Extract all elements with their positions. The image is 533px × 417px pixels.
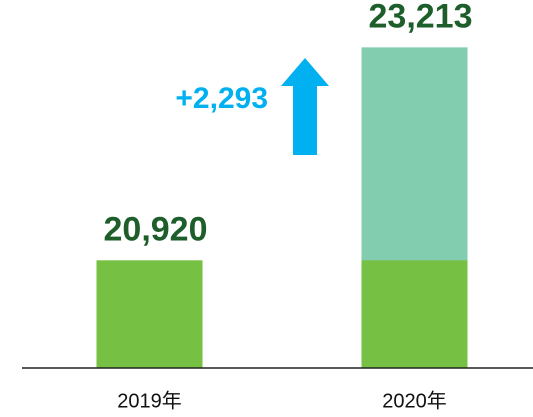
value-label: 20,920 xyxy=(104,210,208,248)
annotation: +2,293 xyxy=(175,82,268,115)
increase-arrow xyxy=(281,58,329,155)
x-tick-label: 2019年 xyxy=(117,389,182,412)
x-tick-label: 2020年 xyxy=(382,389,447,412)
value-label: 23,213 xyxy=(369,0,473,35)
bar-base xyxy=(361,260,468,368)
bar xyxy=(96,260,203,368)
